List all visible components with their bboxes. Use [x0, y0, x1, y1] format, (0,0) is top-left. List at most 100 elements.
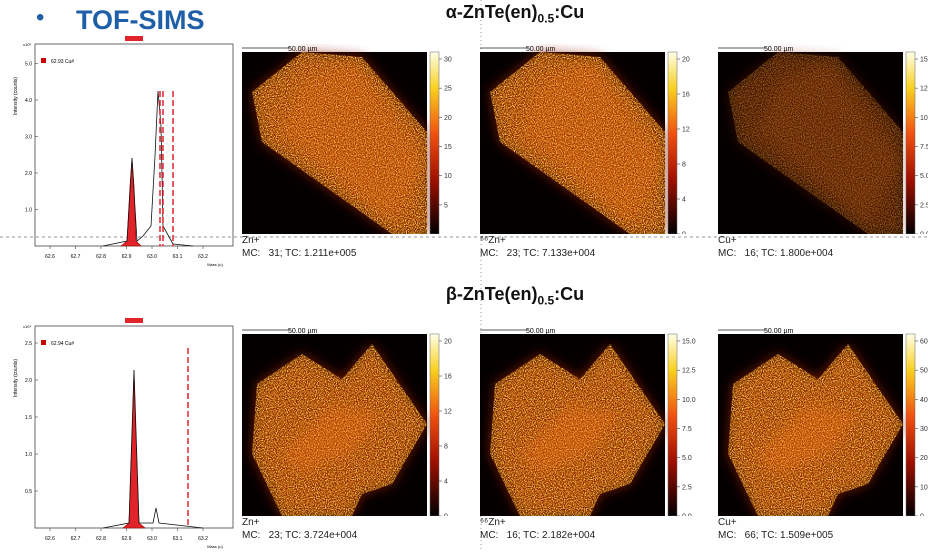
colorbar-label: 16 [682, 92, 690, 99]
colorbar-label: 20 [682, 57, 690, 64]
image-stats: MC: 66; TC: 1.509e+005 [718, 529, 833, 542]
x-tick-label: 62.7 [71, 254, 81, 260]
colorbar-label: 10.0 [682, 397, 696, 404]
colorbar-label: 20 [920, 455, 928, 462]
x-tick-label: 62.8 [96, 254, 106, 260]
scale-label: 50.00 µm [764, 46, 793, 53]
heading-part: :Cu [554, 2, 584, 22]
colorbar-label: 0.0 [682, 514, 692, 517]
x-tick-label: 62.7 [71, 536, 81, 542]
colorbar-label: 20 [444, 339, 452, 346]
colorbar-label: 40 [920, 397, 928, 404]
ion-image: 50.00 µm 0.0 2.5 5.0 7.5 10.0 12.5 15.0 [480, 326, 700, 516]
x-tick-label: 63.1 [173, 536, 183, 542]
legend-label: 62.93 Cu# [51, 59, 74, 65]
y-multiplier: x10⁴ [23, 324, 31, 329]
colorbar-label: 0 [682, 232, 686, 235]
y-axis-label: Intensity (counts) [13, 77, 19, 115]
x-tick-label: 62.8 [96, 536, 106, 542]
marker [125, 36, 143, 41]
ion-label: Cu+ [718, 234, 737, 247]
y-multiplier: x10⁵ [23, 42, 31, 47]
ion-label: ⁶⁶Zn+ [480, 234, 506, 247]
y-tick-label: 2.5 [25, 341, 32, 347]
colorbar [430, 334, 439, 516]
section-heading: β-ZnTe(en)0.5:Cu [446, 284, 584, 308]
image-stats: MC: 23; TC: 3.724e+004 [242, 529, 357, 542]
colorbar-label: 25 [444, 86, 452, 93]
y-tick-label: 1.5 [25, 415, 32, 421]
ion-image: 50.00 µm0.02.55.07.510.012.515.0 [718, 44, 928, 234]
scale-label: 50.00 µm [764, 328, 793, 335]
colorbar-label: 2.5 [682, 484, 692, 491]
y-tick-label: 1.0 [25, 452, 32, 458]
colorbar-label: 2.5 [920, 202, 928, 209]
spectrum: 62.93 Cu#Intensity (counts)x10⁵1.02.03.0… [3, 36, 238, 271]
image-stats: MC: 16; TC: 1.800e+004 [718, 247, 833, 260]
y-axis-label: Intensity (counts) [13, 359, 19, 397]
colorbar-label: 5.0 [920, 173, 928, 180]
colorbar-label: 10 [444, 173, 452, 180]
ion-label: Zn+ [242, 516, 260, 529]
heading-part: 0.5 [537, 294, 554, 308]
x-tick-label: 63.0 [147, 536, 157, 542]
colorbar-label: 12.5 [682, 368, 696, 375]
scale-label: 50.00 µm [526, 46, 555, 53]
heading-part: β-ZnTe(en) [446, 284, 538, 304]
colorbar-label: 8 [444, 444, 448, 451]
colorbar-label: 7.5 [682, 426, 692, 433]
legend-swatch [41, 340, 46, 345]
colorbar-label: 0.0 [920, 232, 928, 235]
image-stats: MC: 23; TC: 7.133e+004 [480, 247, 595, 260]
y-tick-label: 1.0 [25, 208, 32, 214]
image-stats: MC: 31; TC: 1.211e+005 [242, 247, 356, 260]
colorbar [906, 334, 915, 516]
image-stats: MC: 16; TC: 2.182e+004 [480, 529, 595, 542]
y-tick-label: 2.0 [25, 378, 32, 384]
colorbar-label: 0 [920, 514, 924, 517]
x-tick-label: 63.1 [173, 254, 183, 260]
colorbar-label: 16 [444, 374, 452, 381]
colorbar-label: 15.0 [920, 57, 928, 64]
y-tick-label: 4.0 [25, 98, 32, 104]
y-tick-label: 5.0 [25, 62, 32, 68]
marker [125, 318, 143, 323]
colorbar-label: 0 [444, 514, 448, 517]
ion-label: Cu+ [718, 516, 737, 529]
scale-label: 50.00 µm [288, 328, 317, 335]
x-tick-label: 63.0 [147, 254, 157, 260]
y-tick-label: 0.5 [25, 489, 32, 495]
x-axis-label: Mass (u) [207, 262, 223, 267]
heading-part: α-ZnTe(en) [446, 2, 538, 22]
colorbar [430, 52, 439, 234]
colorbar-label: 10.0 [920, 115, 928, 122]
colorbar-label: 15 [444, 144, 452, 151]
colorbar [906, 52, 915, 234]
x-tick-label: 62.6 [45, 536, 55, 542]
colorbar-label: 50 [920, 368, 928, 375]
colorbar-label: 12.5 [920, 86, 928, 93]
colorbar [668, 52, 677, 234]
colorbar [668, 334, 677, 516]
colorbar-label: 8 [682, 162, 686, 169]
ion-label: Zn+ [242, 234, 260, 247]
colorbar-label: 5.0 [682, 455, 692, 462]
ion-image: 50.00 µm 0 4 8 12 16 20 [242, 326, 462, 516]
ion-image: 50.00 µm0102030405060 [718, 326, 928, 516]
y-tick-label: 3.0 [25, 135, 32, 141]
colorbar-label: 30 [920, 426, 928, 433]
x-tick-label: 63.2 [198, 536, 208, 542]
colorbar-label: 30 [444, 57, 452, 64]
scale-label: 50.00 µm [526, 328, 555, 335]
spectrum-line [103, 91, 193, 246]
colorbar-label: 12 [444, 409, 452, 416]
colorbar-label: 60 [920, 339, 928, 346]
colorbar-label: 4 [444, 479, 448, 486]
heading-part: 0.5 [538, 12, 555, 26]
legend-swatch [41, 58, 46, 63]
x-tick-label: 62.9 [122, 536, 132, 542]
colorbar-label: 20 [444, 115, 452, 122]
x-tick-label: 62.6 [45, 254, 55, 260]
colorbar-label: 15.0 [682, 339, 696, 346]
